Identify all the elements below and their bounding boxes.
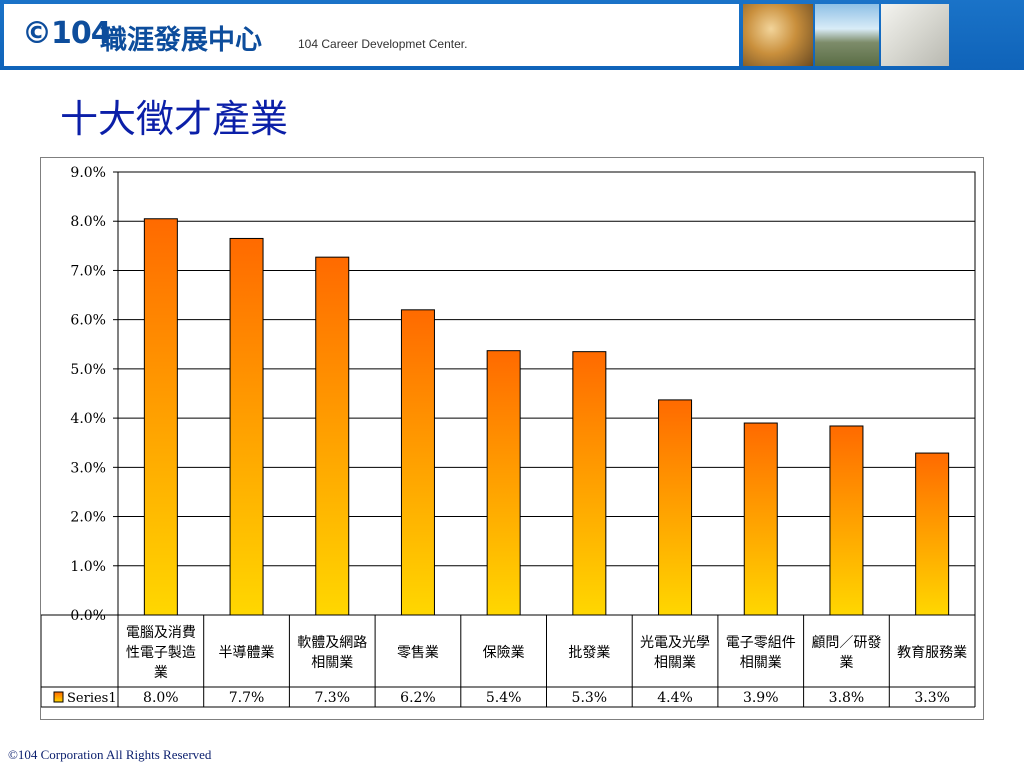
bar	[915, 452, 950, 616]
data-label: 5.4%	[486, 690, 522, 706]
legend-series-name: Series1	[67, 691, 117, 706]
data-label: 6.2%	[400, 690, 436, 706]
category-label: 顧問／研發業	[811, 635, 881, 671]
category-label: 電腦及消費性電子製造業	[126, 625, 196, 681]
category-label: 光電及光學相關業	[640, 635, 710, 671]
bar	[315, 256, 350, 616]
y-tick-label: 3.0%	[70, 460, 106, 476]
y-tick-label: 6.0%	[70, 313, 106, 329]
y-tick-label: 1.0%	[70, 559, 106, 575]
logo-mark: ©104	[22, 16, 112, 51]
logo-subtitle: 104 Career Developmet Center.	[298, 37, 468, 51]
category-label: 半導體業	[219, 645, 275, 661]
y-tick-label: 5.0%	[70, 362, 106, 378]
bar	[143, 218, 178, 616]
category-label: 保險業	[483, 645, 525, 661]
bar	[658, 399, 693, 616]
data-label: 5.3%	[572, 690, 608, 706]
header-bar: ©104 職涯發展中心 104 Career Developmet Center…	[0, 0, 1024, 70]
data-label: 3.9%	[743, 690, 779, 706]
category-label: 軟體及網路相關業	[297, 635, 367, 671]
logo-name: 職涯發展中心	[100, 25, 262, 56]
data-label: 8.0%	[143, 690, 179, 706]
legend-key	[53, 691, 64, 703]
category-label: 零售業	[397, 645, 439, 661]
y-tick-label: 8.0%	[70, 214, 106, 230]
bar	[400, 309, 435, 616]
footer-copyright: ©104 Corporation All Rights Reserved	[8, 747, 212, 762]
data-label: 3.3%	[914, 690, 950, 706]
bar	[572, 351, 607, 616]
category-label: 批發業	[568, 645, 610, 661]
bar	[486, 350, 521, 616]
data-label: 7.3%	[314, 690, 350, 706]
y-tick-label: 9.0%	[70, 165, 106, 181]
bar	[829, 425, 864, 616]
data-label: 4.4%	[657, 690, 693, 706]
banner-photo-compass	[743, 4, 813, 66]
bar-chart: 0.0% 1.0% 2.0% 3.0% 4.0% 5.0% 6.0% 7.0% 8.0% 9.0%…	[41, 165, 976, 708]
chart-frame: 0.0% 1.0% 2.0% 3.0% 4.0% 5.0% 6.0% 7.0% 8.0% 9.0%…	[40, 157, 984, 720]
data-label: 7.7%	[229, 690, 265, 706]
y-tick-label: 0.0%	[70, 608, 106, 624]
banner-photo-paper	[881, 4, 949, 66]
banner-photo-road	[815, 4, 879, 66]
page-title: 十大徵才產業	[60, 97, 289, 141]
bar	[229, 237, 264, 616]
logo-area: ©104 職涯發展中心 104 Career Developmet Center…	[4, 4, 739, 66]
category-label: 教育服務業	[897, 645, 967, 661]
data-label: 3.8%	[829, 690, 865, 706]
y-tick-label: 2.0%	[70, 510, 106, 526]
category-label: 電子零組件相關業	[726, 635, 796, 671]
bar	[743, 422, 778, 616]
y-tick-label: 4.0%	[70, 411, 106, 427]
y-tick-label: 7.0%	[70, 263, 106, 279]
